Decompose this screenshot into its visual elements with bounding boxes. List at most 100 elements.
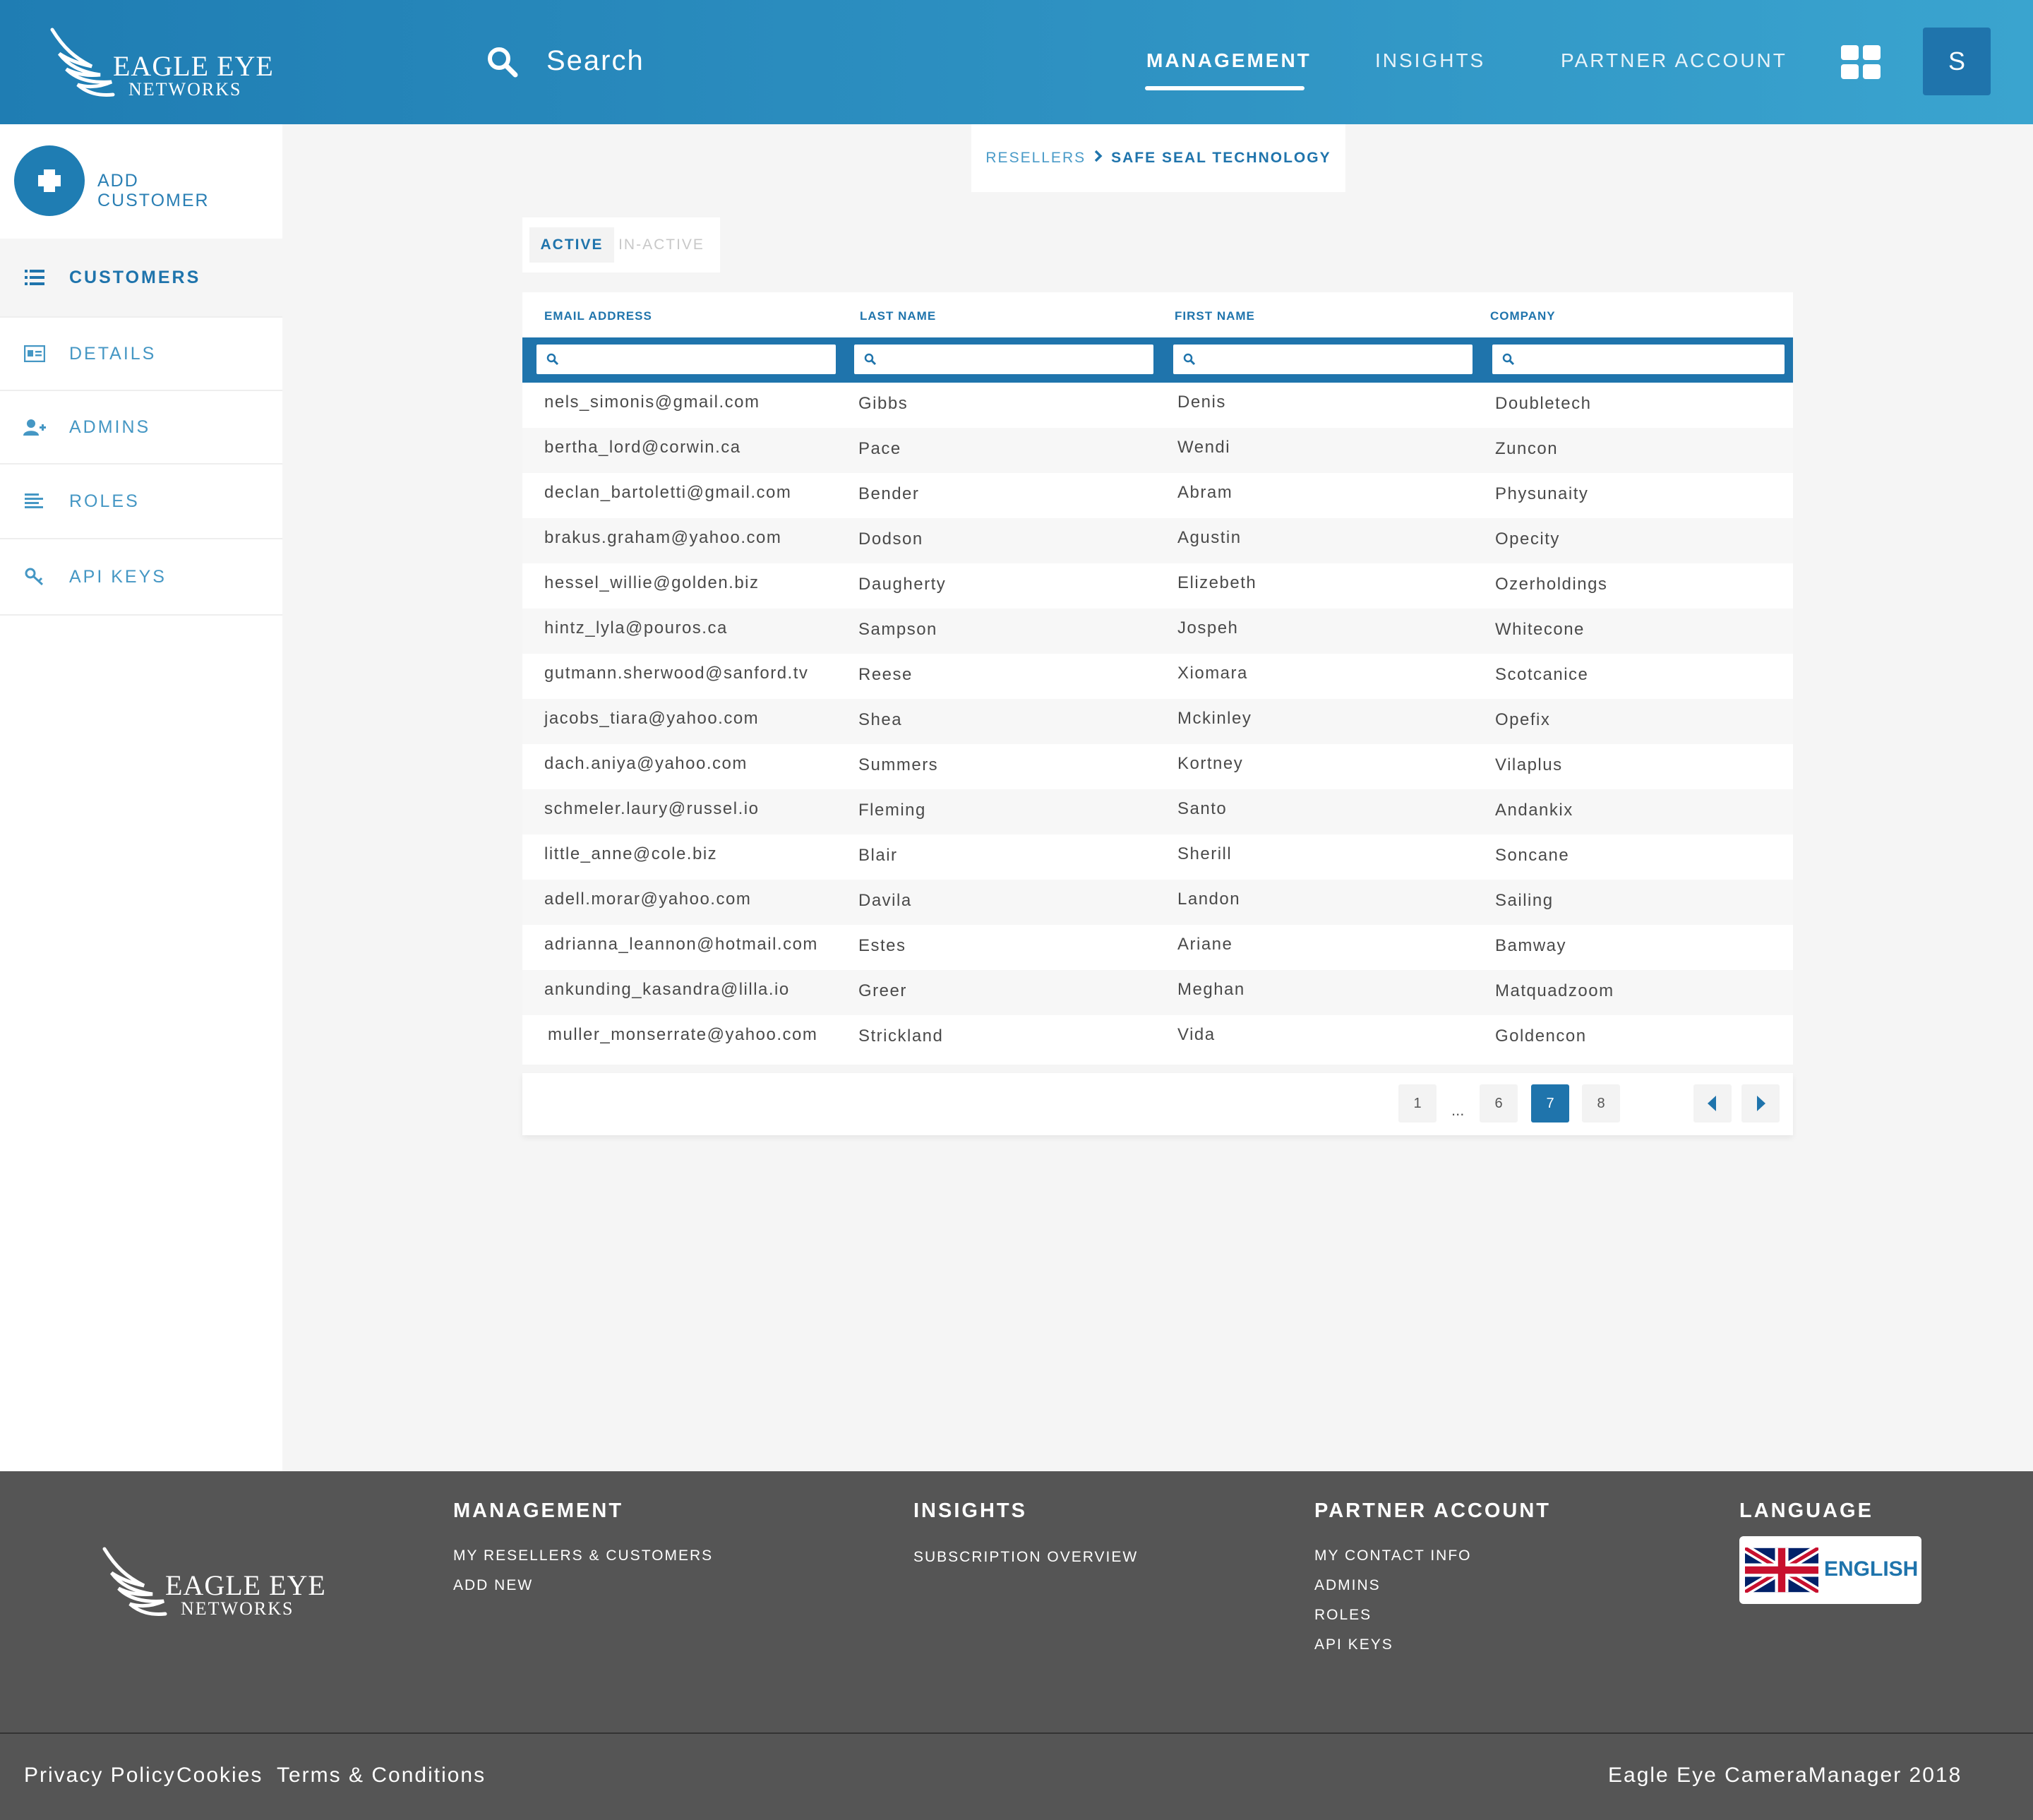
footer: EAGLE EYE NETWORKS xyxy=(0,1471,2033,1732)
nav-partner-account[interactable]: PARTNER ACCOUNT xyxy=(1561,49,1787,71)
column-header-company[interactable]: COMPANY xyxy=(1490,309,1556,323)
cell-company: Soncane xyxy=(1495,846,1570,865)
breadcrumb-resellers[interactable]: RESELLERS xyxy=(985,150,1086,166)
cell-last-name: Reese xyxy=(858,665,913,684)
privacy-policy-link[interactable]: Privacy Policy xyxy=(24,1764,176,1787)
table-row[interactable]: gutmann.sherwood@sanford.tv Reese Xiomara S… xyxy=(522,654,1793,699)
header-logo[interactable]: EAGLE EYE NETWORKS xyxy=(49,25,274,99)
sidebar-item-roles[interactable]: ROLES xyxy=(0,465,282,539)
footer-link-subscription[interactable]: SUBSCRIPTION OVERVIEW xyxy=(913,1549,1139,1565)
sidebar-item-label: DETAILS xyxy=(69,343,157,364)
eagle-logo-icon xyxy=(50,28,115,97)
cell-first-name: Mckinley xyxy=(1177,709,1252,728)
sidebar-item-admins[interactable]: ADMINS xyxy=(0,391,282,465)
chevron-right-icon xyxy=(1094,150,1103,167)
footer-link-contact[interactable]: MY CONTACT INFO xyxy=(1314,1547,1472,1564)
avatar[interactable]: S xyxy=(1923,28,1991,95)
language-label: ENGLISH xyxy=(1824,1557,1919,1581)
terms-link[interactable]: Terms & Conditions xyxy=(277,1764,486,1787)
table-row[interactable]: jacobs_tiara@yahoo.com Shea Mckinley Opefix xyxy=(522,699,1793,744)
company-filter-input[interactable] xyxy=(1492,345,1785,374)
filter-row xyxy=(522,337,1793,383)
cell-company: Vilaplus xyxy=(1495,755,1563,774)
footer-link-admins[interactable]: ADMINS xyxy=(1314,1577,1381,1593)
column-header-email[interactable]: EMAIL ADDRESS xyxy=(544,309,652,323)
footer-link-add-new[interactable]: ADD NEW xyxy=(453,1577,534,1593)
language-selector[interactable]: ENGLISH xyxy=(1739,1536,1921,1604)
sidebar-item-customers[interactable]: CUSTOMERS xyxy=(0,239,282,318)
page-button[interactable]: 6 xyxy=(1480,1084,1518,1122)
cell-first-name: Landon xyxy=(1177,890,1241,909)
cell-company: Doubletech xyxy=(1495,394,1592,413)
first-name-filter-input[interactable] xyxy=(1173,345,1473,374)
align-left-icon xyxy=(23,491,47,512)
cell-last-name: Gibbs xyxy=(858,394,908,413)
footer-link-api-keys[interactable]: API KEYS xyxy=(1314,1636,1393,1653)
nav-management[interactable]: MANAGEMENT xyxy=(1146,49,1312,71)
cell-last-name: Shea xyxy=(858,710,903,729)
table-row[interactable]: brakus.graham@yahoo.com Dodson Agustin Opec… xyxy=(522,518,1793,563)
cell-last-name: Greer xyxy=(858,981,907,1000)
table-row[interactable]: muller_monserrate@yahoo.com Strickland Vid… xyxy=(522,1015,1793,1060)
page-button-first[interactable]: 1 xyxy=(1398,1084,1437,1122)
add-customer-button[interactable]: ADD CUSTOMER xyxy=(0,124,282,239)
footer-logo[interactable]: EAGLE EYE NETWORKS xyxy=(102,1545,326,1618)
table-row[interactable]: adrianna_leannon@hotmail.com Estes Ariane B… xyxy=(522,925,1793,970)
footer-logo-line1: EAGLE EYE xyxy=(165,1569,326,1601)
table-row[interactable]: little_anne@cole.biz Blair Sherill Soncane xyxy=(522,834,1793,880)
column-header-last-name[interactable]: LAST NAME xyxy=(860,309,937,323)
footer-heading-insights: INSIGHTS xyxy=(913,1499,1027,1522)
cell-last-name: Dodson xyxy=(858,529,923,549)
email-filter-input[interactable] xyxy=(536,345,836,374)
cell-email: little_anne@cole.biz xyxy=(544,844,718,863)
search-icon[interactable] xyxy=(487,47,518,78)
cell-first-name: Kortney xyxy=(1177,754,1244,773)
cookies-link[interactable]: Cookies xyxy=(176,1764,263,1787)
grid-icon[interactable] xyxy=(1841,45,1881,79)
footer-heading-language: LANGUAGE xyxy=(1739,1499,1873,1522)
cell-email: dach.aniya@yahoo.com xyxy=(544,754,748,773)
top-header: EAGLE EYE NETWORKS Search MANAGEMENT INS… xyxy=(0,0,2033,124)
table-row[interactable]: dach.aniya@yahoo.com Summers Kortney Vilapl… xyxy=(522,744,1793,789)
last-name-filter-input[interactable] xyxy=(854,345,1153,374)
footer-heading-management: MANAGEMENT xyxy=(453,1499,624,1522)
tab-inactive[interactable]: IN-ACTIVE xyxy=(618,237,704,253)
cell-last-name: Strickland xyxy=(858,1026,944,1046)
sidebar-item-label: API KEYS xyxy=(69,566,167,587)
caret-left-icon xyxy=(1708,1096,1716,1111)
footer-link-roles[interactable]: ROLES xyxy=(1314,1607,1372,1623)
cell-company: Physunaity xyxy=(1495,484,1589,503)
table-row[interactable]: adell.morar@yahoo.com Davila Landon Sailing xyxy=(522,880,1793,925)
cell-email: declan_bartoletti@gmail.com xyxy=(544,483,792,502)
footer-link-resellers[interactable]: MY RESELLERS & CUSTOMERS xyxy=(453,1547,714,1564)
cell-last-name: Sampson xyxy=(858,620,937,639)
page-button-current[interactable]: 7 xyxy=(1531,1084,1569,1122)
pagination-ellipsis: ... xyxy=(1451,1101,1465,1119)
table-row[interactable]: declan_bartoletti@gmail.com Bender Abram Ph… xyxy=(522,473,1793,518)
sidebar-item-details[interactable]: DETAILS xyxy=(0,318,282,391)
table-row[interactable]: ankunding_kasandra@lilla.io Greer Meghan Ma… xyxy=(522,970,1793,1015)
search-input[interactable]: Search xyxy=(546,45,644,76)
table-row[interactable]: hessel_willie@golden.biz Daugherty Elizebe… xyxy=(522,563,1793,609)
tab-active[interactable]: ACTIVE xyxy=(529,227,614,263)
column-header-first-name[interactable]: FIRST NAME xyxy=(1175,309,1255,323)
list-icon xyxy=(23,267,47,288)
sidebar-item-api-keys[interactable]: API KEYS xyxy=(0,539,282,616)
cell-first-name: Santo xyxy=(1177,799,1228,818)
cell-last-name: Summers xyxy=(858,755,939,774)
page-button[interactable]: 8 xyxy=(1582,1084,1620,1122)
table-row[interactable]: nels_simonis@gmail.com Gibbs Denis Doublete… xyxy=(522,383,1793,428)
table-row[interactable]: hintz_lyla@pouros.ca Sampson Jospeh Whiteco… xyxy=(522,609,1793,654)
table-row[interactable]: bertha_lord@corwin.ca Pace Wendi Zuncon xyxy=(522,428,1793,473)
logo-line2: NETWORKS xyxy=(128,79,242,100)
cell-email: ankunding_kasandra@lilla.io xyxy=(544,980,790,999)
table-row[interactable]: schmeler.laury@russel.io Fleming Santo Anda… xyxy=(522,789,1793,834)
nav-insights[interactable]: INSIGHTS xyxy=(1375,49,1486,71)
next-page-button[interactable] xyxy=(1741,1084,1780,1122)
cell-email: hessel_willie@golden.biz xyxy=(544,573,760,592)
cell-company: Zuncon xyxy=(1495,439,1559,458)
prev-page-button[interactable] xyxy=(1693,1084,1732,1122)
cell-company: Scotcanice xyxy=(1495,665,1589,684)
cell-first-name: Sherill xyxy=(1177,844,1233,863)
cell-last-name: Bender xyxy=(858,484,920,503)
